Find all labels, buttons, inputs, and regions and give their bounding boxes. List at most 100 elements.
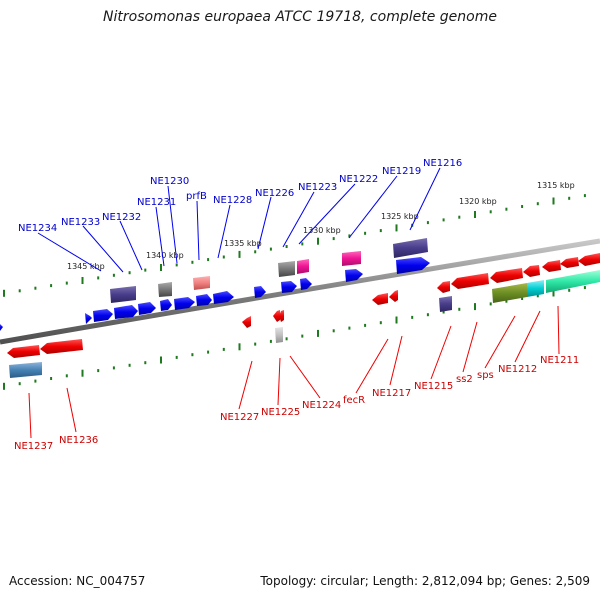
gene-label-ss2[interactable]: ss2 [456, 374, 473, 385]
scale-label-1330: 1330 kbp [303, 226, 341, 235]
gene-feature[interactable] [281, 281, 297, 293]
gene-label-prfb[interactable]: prfB [186, 191, 207, 202]
gene-feature[interactable] [546, 270, 600, 293]
minor-tick [222, 255, 225, 259]
minor-tick [34, 286, 37, 290]
major-tick [81, 277, 84, 284]
gene-feature[interactable] [490, 268, 523, 283]
gene-feature[interactable] [254, 286, 266, 298]
minor-tick [191, 353, 194, 357]
minor-tick [364, 323, 367, 327]
gene-label-ne1216[interactable]: NE1216 [423, 158, 462, 169]
minor-tick [97, 369, 100, 373]
forward-leader-lines [37, 167, 441, 273]
gene-feature[interactable] [273, 310, 280, 322]
gene-label-ne1236[interactable]: NE1236 [59, 435, 98, 446]
gene-feature[interactable] [439, 296, 452, 312]
gene-feature[interactable] [110, 286, 136, 303]
gene-feature[interactable] [275, 327, 283, 343]
minor-tick [458, 307, 461, 311]
scale-ticks-inner [3, 286, 586, 390]
gene-feature[interactable] [93, 309, 113, 322]
gene-feature[interactable] [300, 278, 312, 290]
minor-tick [505, 207, 508, 211]
gene-label-ne1233[interactable]: NE1233 [61, 217, 100, 228]
gene-label-ne1219[interactable]: NE1219 [382, 166, 421, 177]
gene-label-ne1225[interactable]: NE1225 [261, 407, 300, 418]
gene-label-ne1222[interactable]: NE1222 [339, 174, 378, 185]
gene-feature[interactable] [372, 293, 388, 305]
minor-tick [65, 281, 68, 285]
major-tick [395, 316, 398, 324]
scale-label-1315: 1315 kbp [537, 181, 575, 190]
gene-label-ne1212[interactable]: NE1212 [498, 364, 537, 375]
gene-feature[interactable] [523, 265, 540, 277]
gene-feature[interactable] [542, 260, 561, 272]
minor-tick [269, 247, 272, 251]
gene-label-ne1223[interactable]: NE1223 [298, 182, 337, 193]
gene-label-ne1230[interactable]: NE1230 [150, 176, 189, 187]
minor-tick [489, 302, 492, 306]
gene-label-ne1237[interactable]: NE1237 [14, 441, 53, 452]
gene-feature[interactable] [7, 345, 40, 358]
gene-label-ne1234[interactable]: NE1234 [18, 223, 57, 234]
gene-label-fecr[interactable]: fecR [343, 395, 365, 406]
gene-feature[interactable] [160, 299, 172, 311]
gene-feature[interactable] [158, 282, 172, 297]
map-title: Nitrosomonas europaea ATCC 19718, comple… [103, 9, 497, 25]
minor-tick [505, 299, 508, 303]
gene-feature[interactable] [9, 362, 42, 378]
minor-tick [144, 361, 147, 365]
minor-tick [254, 342, 257, 346]
major-tick [474, 211, 476, 218]
gene-feature[interactable] [193, 276, 210, 290]
gene-feature[interactable] [342, 251, 361, 266]
reverse-genes [7, 253, 600, 378]
gene-feature[interactable] [451, 273, 489, 289]
major-tick [3, 289, 5, 297]
minor-tick [301, 242, 304, 246]
gene-feature[interactable] [437, 281, 450, 293]
minor-tick [332, 237, 335, 241]
gene-feature[interactable] [560, 257, 579, 268]
reverse-gene-labels: NE1237 NE1236 NE1227 NE1225 NE1224 fecR … [14, 355, 579, 452]
gene-feature[interactable] [396, 257, 430, 274]
major-tick [160, 264, 162, 271]
gene-label-ne1211[interactable]: NE1211 [540, 355, 579, 366]
minor-tick [442, 310, 445, 314]
gene-feature[interactable] [85, 313, 92, 324]
gene-label-ne1232[interactable]: NE1232 [102, 212, 141, 223]
minor-tick [411, 315, 414, 319]
gene-feature[interactable] [297, 259, 309, 274]
gene-label-ne1231[interactable]: NE1231 [137, 197, 176, 208]
minor-tick [112, 366, 115, 370]
major-tick [552, 197, 555, 205]
gene-feature[interactable] [242, 316, 251, 328]
gene-label-ne1227[interactable]: NE1227 [220, 412, 259, 423]
gene-label-sps[interactable]: sps [477, 370, 494, 381]
major-tick [81, 369, 84, 377]
scale-label-1325: 1325 kbp [381, 212, 419, 221]
gene-label-ne1228[interactable]: NE1228 [213, 195, 252, 206]
gene-feature[interactable] [114, 305, 138, 319]
gene-feature[interactable] [345, 269, 363, 282]
gene-feature[interactable] [196, 294, 212, 306]
gene-feature[interactable] [279, 310, 284, 322]
gene-feature[interactable] [393, 238, 428, 258]
gene-label-ne1224[interactable]: NE1224 [302, 400, 341, 411]
gene-feature[interactable] [40, 339, 83, 354]
gene-feature[interactable] [389, 290, 398, 302]
gene-feature[interactable] [527, 280, 544, 297]
gene-label-ne1215[interactable]: NE1215 [414, 381, 453, 392]
gene-feature[interactable] [492, 283, 527, 303]
minor-tick [568, 288, 571, 292]
gene-feature[interactable] [138, 302, 156, 315]
genome-backbone [0, 238, 600, 345]
gene-feature[interactable] [174, 297, 195, 310]
gene-label-ne1217[interactable]: NE1217 [372, 388, 411, 399]
gene-feature[interactable] [213, 291, 234, 304]
gene-label-ne1226[interactable]: NE1226 [255, 188, 294, 199]
gene-feature[interactable] [578, 253, 600, 266]
gene-feature[interactable] [278, 261, 295, 277]
gene-feature[interactable] [0, 324, 3, 331]
